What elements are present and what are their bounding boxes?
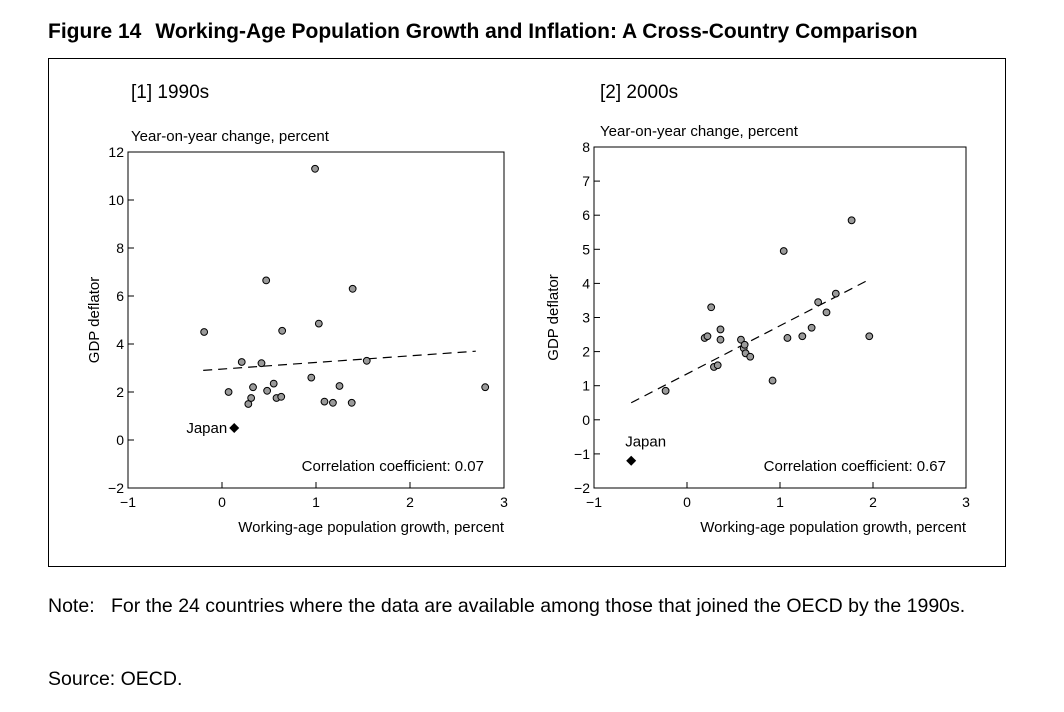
x-tick-label: 0 xyxy=(683,494,691,510)
data-point xyxy=(716,335,725,344)
y-tick-label: 10 xyxy=(108,192,124,208)
data-point xyxy=(746,352,755,361)
data-point xyxy=(713,361,722,370)
y-tick-label: 8 xyxy=(116,240,124,256)
data-point xyxy=(249,383,257,392)
note-text: For the 24 countries where the data are … xyxy=(111,595,966,617)
y-tick-label: 1 xyxy=(582,378,590,394)
note: Note: For the 24 countries where the dat… xyxy=(48,592,1008,620)
x-axis-label: Working-age population growth, percent xyxy=(238,519,505,536)
data-point xyxy=(224,388,233,396)
unit-label: Year-on-year change, percent xyxy=(131,128,330,145)
x-tick-label: 0 xyxy=(218,494,226,510)
x-tick-label: 1 xyxy=(312,494,320,510)
data-point xyxy=(783,334,792,342)
data-point xyxy=(269,379,278,388)
unit-label: Year-on-year change, percent xyxy=(600,123,799,140)
x-tick-label: 3 xyxy=(962,494,970,510)
japan-marker xyxy=(229,423,240,433)
y-tick-label: 4 xyxy=(116,336,124,352)
data-point xyxy=(348,284,357,293)
data-point xyxy=(768,376,777,385)
data-point xyxy=(661,386,670,395)
y-axis-label: GDP deflator xyxy=(86,277,103,363)
data-point xyxy=(237,358,246,366)
y-tick-label: 4 xyxy=(582,275,590,291)
y-tick-label: 2 xyxy=(582,344,590,360)
data-point xyxy=(716,325,725,334)
x-tick-label: 2 xyxy=(406,494,414,510)
x-tick-label: 3 xyxy=(500,494,508,510)
data-point xyxy=(262,276,271,285)
data-point xyxy=(335,382,344,390)
japan-marker xyxy=(626,455,637,466)
data-point xyxy=(278,326,287,335)
x-axis-label: Working-age population growth, percent xyxy=(700,519,967,536)
y-tick-label: 7 xyxy=(582,173,590,189)
data-point xyxy=(831,289,840,298)
data-point xyxy=(320,397,329,406)
data-point xyxy=(707,303,716,312)
japan-label: Japan xyxy=(625,434,666,451)
y-axis-label: GDP deflator xyxy=(545,274,562,360)
correlation-annotation: Correlation coefficient: 0.67 xyxy=(764,458,946,475)
figure-caption: Working-Age Population Growth and Inflat… xyxy=(155,20,918,43)
japan-label: Japan xyxy=(186,420,227,437)
note-label: Note: xyxy=(48,595,95,617)
chart-title: [1] 1990s xyxy=(131,82,209,103)
y-tick-label: 3 xyxy=(582,310,590,326)
figure-number: Figure 14 xyxy=(48,20,142,43)
y-tick-label: −1 xyxy=(574,446,590,462)
data-point xyxy=(329,398,337,407)
data-point xyxy=(814,298,823,307)
data-point xyxy=(311,164,319,173)
data-point xyxy=(347,398,356,407)
data-point xyxy=(314,319,323,328)
data-point xyxy=(703,332,712,341)
data-point xyxy=(247,394,256,402)
x-tick-label: −1 xyxy=(586,494,602,510)
plot-area xyxy=(127,151,505,489)
data-point xyxy=(307,373,316,382)
y-tick-label: 0 xyxy=(582,412,590,428)
trendline xyxy=(630,279,869,404)
data-point xyxy=(779,247,788,255)
data-point xyxy=(737,335,745,344)
data-point xyxy=(481,383,490,392)
y-tick-label: 12 xyxy=(108,144,124,160)
y-tick-label: 5 xyxy=(582,241,590,257)
y-tick-label: 6 xyxy=(582,207,590,223)
data-point xyxy=(257,359,266,368)
chart-panel-1: [1] 1990s Year-on-year change, percent −2 0… xyxy=(86,82,508,536)
data-point xyxy=(277,392,286,401)
y-tick-label: 8 xyxy=(582,139,590,155)
y-tick-label: −2 xyxy=(574,480,590,496)
data-point xyxy=(865,332,874,341)
x-tick-label: 2 xyxy=(869,494,877,510)
y-tick-label: 6 xyxy=(116,288,124,304)
x-tick-label: −1 xyxy=(120,494,136,510)
chart-title: [2] 2000s xyxy=(600,82,678,103)
figure-title: Figure 14 Working-Age Population Growth a… xyxy=(48,20,918,44)
data-point xyxy=(822,308,831,317)
data-point xyxy=(740,340,749,349)
source-note: Source: OECD. xyxy=(48,668,183,690)
data-point xyxy=(263,386,272,395)
y-tick-label: 0 xyxy=(116,432,124,448)
data-point xyxy=(798,332,807,341)
data-point xyxy=(847,216,856,225)
figure-frame xyxy=(48,58,1006,567)
data-point xyxy=(807,323,816,332)
data-point xyxy=(200,328,209,336)
y-tick-label: −2 xyxy=(108,480,124,496)
data-point xyxy=(362,356,371,365)
correlation-annotation: Correlation coefficient: 0.07 xyxy=(302,458,484,475)
x-tick-label: 1 xyxy=(776,494,784,510)
trendline xyxy=(203,350,476,371)
y-tick-label: 2 xyxy=(116,384,124,400)
